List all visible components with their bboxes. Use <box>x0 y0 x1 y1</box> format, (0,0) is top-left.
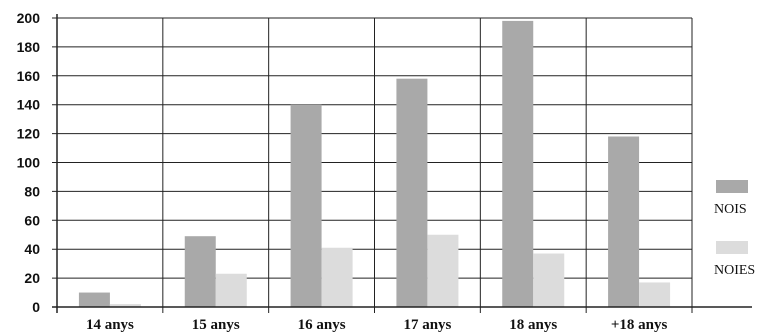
y-tick-label: 80 <box>24 183 40 199</box>
bar-noies-1 <box>215 273 247 307</box>
bar-noies-3 <box>427 234 459 307</box>
x-category-label: 15 anys <box>192 317 240 333</box>
bars <box>78 20 671 307</box>
y-tick-labels: 0 20 40 60 80 100 120 140 160 180 200 <box>17 10 41 315</box>
y-tick-label: 140 <box>17 97 41 113</box>
bar-nois-2 <box>290 104 322 307</box>
y-tick-label: 120 <box>17 126 41 142</box>
bar-noies-5 <box>639 282 671 307</box>
x-category-label: 18 anys <box>509 317 557 333</box>
y-tick-label: 20 <box>24 270 40 286</box>
y-tick-label: 160 <box>17 68 41 84</box>
bar-noies-2 <box>321 247 353 307</box>
x-category-label: +18 anys <box>611 317 668 333</box>
y-tick-label: 100 <box>17 155 41 171</box>
x-category-label: 16 anys <box>298 317 346 333</box>
bar-nois-1 <box>184 236 216 307</box>
y-tick-label: 60 <box>24 212 40 228</box>
y-tick-label: 180 <box>17 39 41 55</box>
y-tick-label: 0 <box>32 299 40 315</box>
x-category-label: 14 anys <box>86 317 134 333</box>
legend-label-nois: NOIS <box>714 202 747 217</box>
legend-label-noies: NOIES <box>714 263 755 278</box>
bar-nois-4 <box>502 20 534 307</box>
bar-nois-3 <box>396 78 428 307</box>
bar-nois-0 <box>78 292 110 307</box>
y-tick-label: 200 <box>17 10 41 26</box>
legend-swatch-noies <box>716 241 748 254</box>
y-tick-label: 40 <box>24 241 40 257</box>
axes <box>52 14 752 313</box>
grid-lines <box>52 17 693 313</box>
legend-swatch-nois <box>716 180 748 193</box>
x-category-labels: 14 anys 15 anys 16 anys 17 anys 18 anys +18 a… <box>86 317 668 333</box>
bar-nois-5 <box>608 136 640 307</box>
legend: NOIS NOIES <box>714 180 755 278</box>
x-category-label: 17 anys <box>403 317 451 333</box>
bar-noies-0 <box>109 304 141 307</box>
bar-noies-4 <box>533 253 565 307</box>
